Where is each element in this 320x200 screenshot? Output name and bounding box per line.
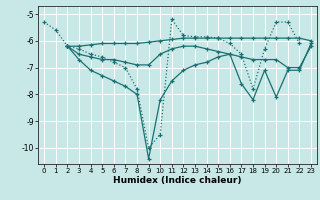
X-axis label: Humidex (Indice chaleur): Humidex (Indice chaleur)	[113, 176, 242, 185]
